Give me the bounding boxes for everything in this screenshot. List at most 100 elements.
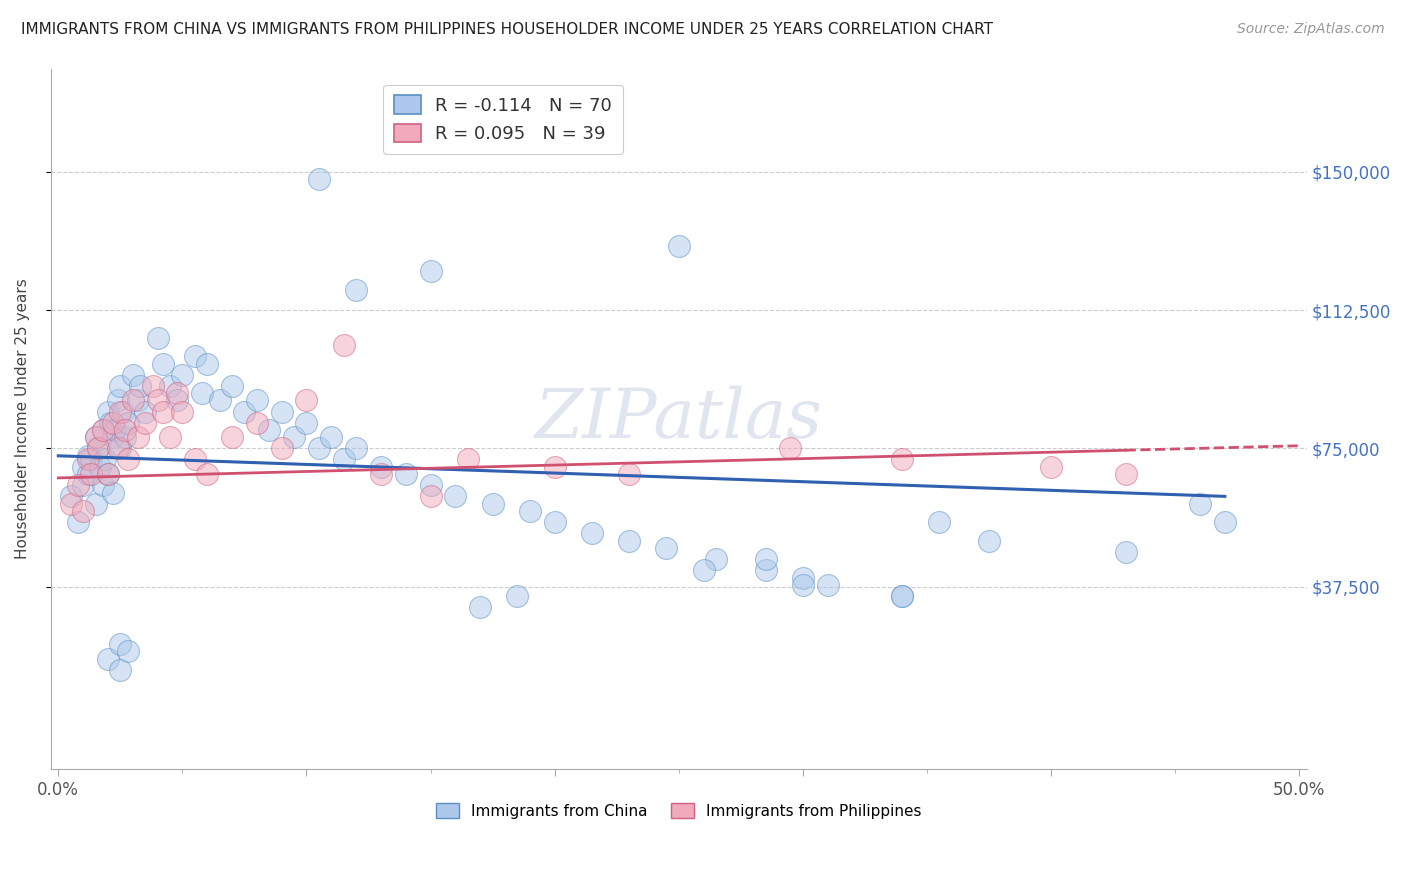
Point	[146, 331, 169, 345]
Point	[270, 404, 292, 418]
Y-axis label: Householder Income Under 25 years: Householder Income Under 25 years	[15, 278, 30, 559]
Text: IMMIGRANTS FROM CHINA VS IMMIGRANTS FROM PHILIPPINES HOUSEHOLDER INCOME UNDER 25: IMMIGRANTS FROM CHINA VS IMMIGRANTS FROM…	[21, 22, 993, 37]
Point	[755, 563, 778, 577]
Point	[100, 416, 122, 430]
Point	[59, 497, 82, 511]
Point	[159, 430, 181, 444]
Point	[127, 430, 149, 444]
Point	[84, 430, 107, 444]
Point	[77, 452, 100, 467]
Point	[779, 442, 801, 456]
Point	[617, 533, 640, 548]
Point	[321, 430, 343, 444]
Point	[77, 467, 100, 482]
Point	[117, 644, 139, 658]
Point	[419, 478, 441, 492]
Point	[159, 378, 181, 392]
Point	[84, 430, 107, 444]
Point	[107, 393, 129, 408]
Point	[87, 442, 110, 456]
Point	[1189, 497, 1212, 511]
Point	[87, 442, 110, 456]
Point	[89, 459, 111, 474]
Point	[166, 393, 188, 408]
Point	[111, 404, 134, 418]
Point	[97, 467, 120, 482]
Point	[655, 541, 678, 555]
Point	[928, 515, 950, 529]
Point	[221, 430, 243, 444]
Point	[152, 357, 174, 371]
Point	[457, 452, 479, 467]
Point	[191, 386, 214, 401]
Point	[792, 578, 814, 592]
Point	[370, 459, 392, 474]
Point	[72, 478, 94, 492]
Point	[72, 459, 94, 474]
Point	[110, 637, 132, 651]
Point	[121, 368, 143, 382]
Point	[184, 452, 207, 467]
Point	[97, 404, 120, 418]
Point	[110, 663, 132, 677]
Point	[668, 238, 690, 252]
Point	[84, 497, 107, 511]
Point	[295, 393, 318, 408]
Point	[692, 563, 714, 577]
Point	[166, 386, 188, 401]
Point	[195, 467, 218, 482]
Point	[519, 504, 541, 518]
Point	[977, 533, 1000, 548]
Point	[208, 393, 231, 408]
Point	[142, 378, 165, 392]
Point	[172, 368, 194, 382]
Point	[67, 515, 90, 529]
Point	[91, 423, 114, 437]
Point	[1115, 467, 1137, 482]
Point	[481, 497, 503, 511]
Point	[114, 430, 136, 444]
Legend: Immigrants from China, Immigrants from Philippines: Immigrants from China, Immigrants from P…	[430, 797, 928, 825]
Point	[77, 449, 100, 463]
Point	[97, 467, 120, 482]
Point	[544, 459, 567, 474]
Point	[146, 393, 169, 408]
Point	[270, 442, 292, 456]
Point	[419, 264, 441, 278]
Point	[1115, 544, 1137, 558]
Point	[395, 467, 418, 482]
Point	[59, 489, 82, 503]
Point	[344, 442, 367, 456]
Point	[246, 393, 269, 408]
Point	[127, 393, 149, 408]
Point	[704, 552, 727, 566]
Point	[891, 589, 914, 603]
Point	[1040, 459, 1063, 474]
Point	[72, 504, 94, 518]
Point	[332, 452, 354, 467]
Point	[97, 651, 120, 665]
Text: ZIPatlas: ZIPatlas	[534, 385, 823, 452]
Point	[79, 452, 101, 467]
Point	[184, 349, 207, 363]
Point	[114, 423, 136, 437]
Point	[195, 357, 218, 371]
Point	[91, 423, 114, 437]
Point	[101, 430, 124, 444]
Point	[1213, 515, 1236, 529]
Point	[332, 338, 354, 352]
Point	[172, 404, 194, 418]
Point	[91, 478, 114, 492]
Text: Source: ZipAtlas.com: Source: ZipAtlas.com	[1237, 22, 1385, 37]
Point	[221, 378, 243, 392]
Point	[295, 416, 318, 430]
Point	[506, 589, 529, 603]
Point	[129, 378, 152, 392]
Point	[891, 452, 914, 467]
Point	[419, 489, 441, 503]
Point	[94, 452, 117, 467]
Point	[344, 283, 367, 297]
Point	[891, 589, 914, 603]
Point	[101, 485, 124, 500]
Point	[117, 452, 139, 467]
